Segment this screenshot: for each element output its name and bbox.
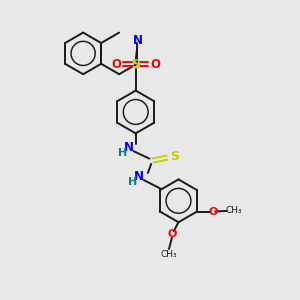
Text: O: O — [111, 58, 121, 71]
Text: O: O — [208, 206, 218, 217]
Text: S: S — [131, 58, 140, 71]
Text: H: H — [118, 148, 127, 158]
Text: CH₃: CH₃ — [225, 206, 242, 215]
Text: CH₃: CH₃ — [160, 250, 177, 260]
Text: O: O — [167, 229, 177, 239]
Text: N: N — [124, 141, 134, 154]
Text: N: N — [134, 170, 144, 183]
Text: S: S — [170, 150, 179, 163]
Text: H: H — [128, 177, 137, 187]
Text: O: O — [150, 58, 160, 71]
Text: N: N — [133, 34, 143, 47]
